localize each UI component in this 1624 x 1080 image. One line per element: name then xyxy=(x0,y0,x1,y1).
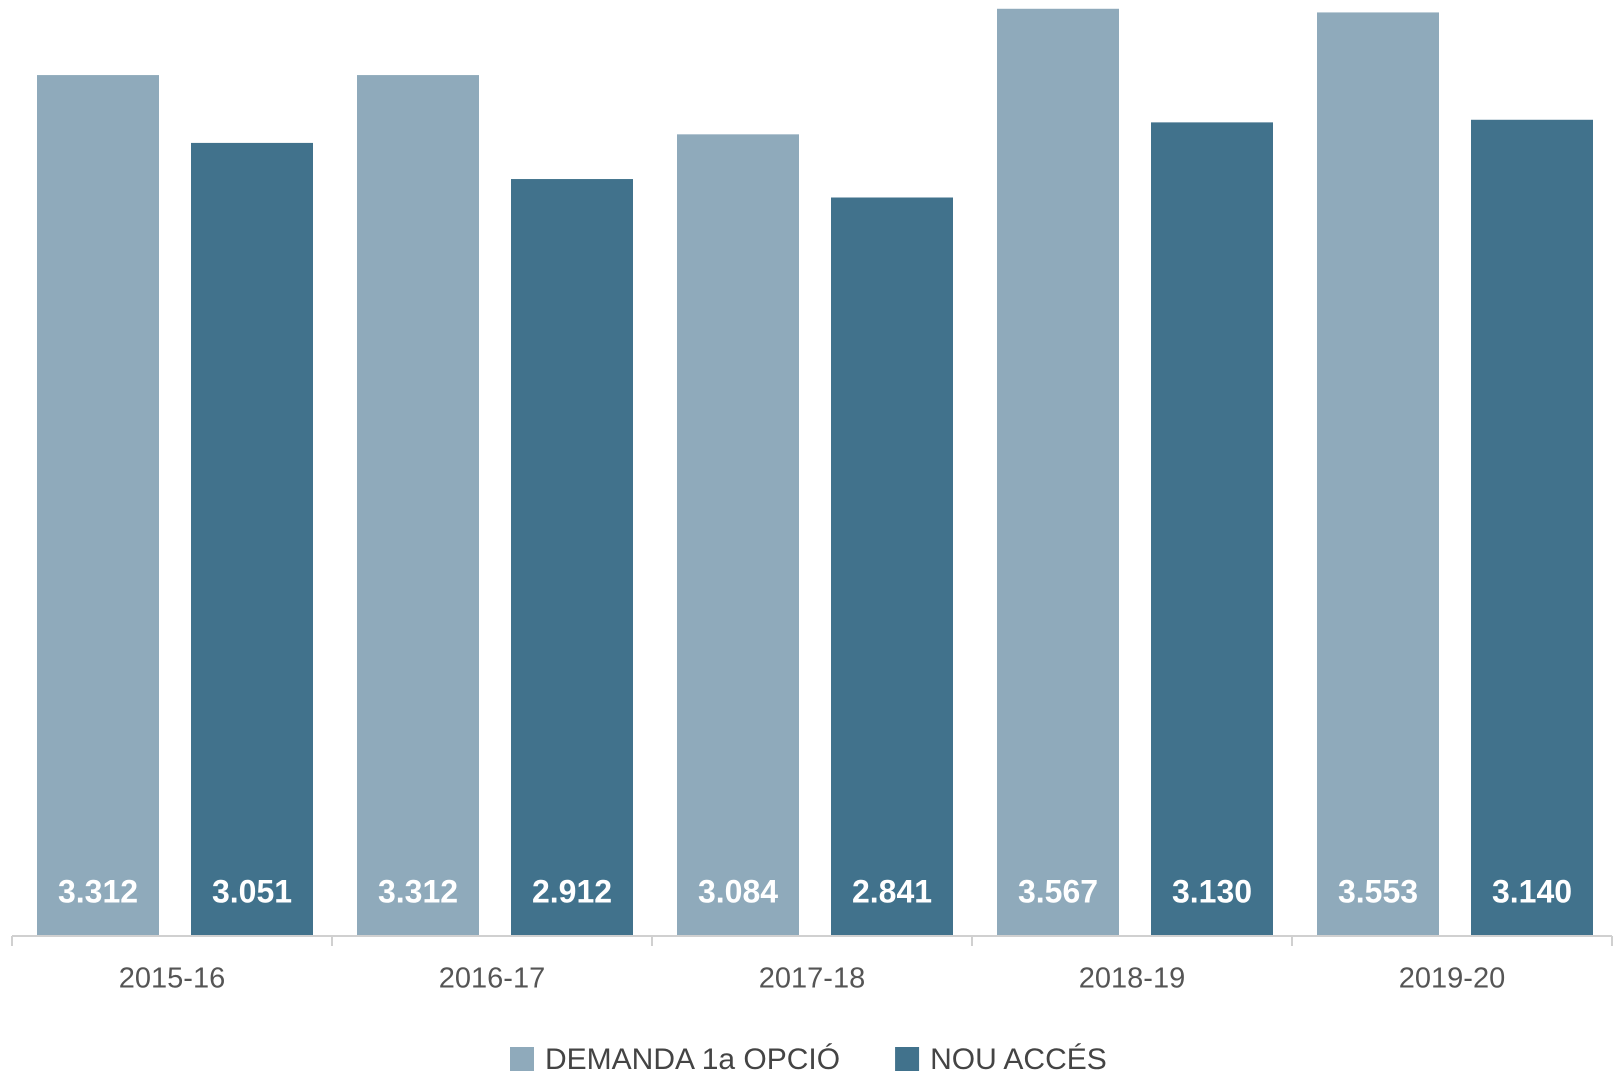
x-tick-label: 2018-19 xyxy=(1079,963,1185,995)
bar xyxy=(357,75,479,936)
value-label: 3.312 xyxy=(58,873,138,909)
x-tick-label: 2017-18 xyxy=(759,963,865,995)
bar xyxy=(1471,119,1593,937)
bar xyxy=(677,134,799,937)
value-label: 3.140 xyxy=(1492,873,1572,909)
legend-swatch xyxy=(895,1047,920,1071)
legend-label: DEMANDA 1a OPCIÓ xyxy=(545,1043,840,1076)
x-tick-label: 2015-16 xyxy=(119,963,225,995)
bar xyxy=(1317,12,1439,936)
value-label: 3.051 xyxy=(212,873,292,909)
bar xyxy=(191,142,313,937)
value-label: 3.553 xyxy=(1338,873,1418,909)
bar xyxy=(1151,122,1273,936)
bar xyxy=(831,197,953,937)
value-label: 3.130 xyxy=(1172,873,1252,909)
bar xyxy=(511,179,633,936)
value-label: 2.912 xyxy=(532,873,612,909)
x-tick-label: 2019-20 xyxy=(1399,963,1505,995)
value-label: 3.312 xyxy=(378,873,458,909)
value-label: 2.841 xyxy=(852,873,932,909)
x-tick-label: 2016-17 xyxy=(439,963,545,995)
bar xyxy=(37,75,159,936)
value-label: 3.084 xyxy=(698,873,778,909)
legend-label: NOU ACCÉS xyxy=(930,1043,1107,1076)
value-label: 3.567 xyxy=(1018,873,1098,909)
legend-swatch xyxy=(510,1047,534,1071)
bar xyxy=(997,8,1119,936)
